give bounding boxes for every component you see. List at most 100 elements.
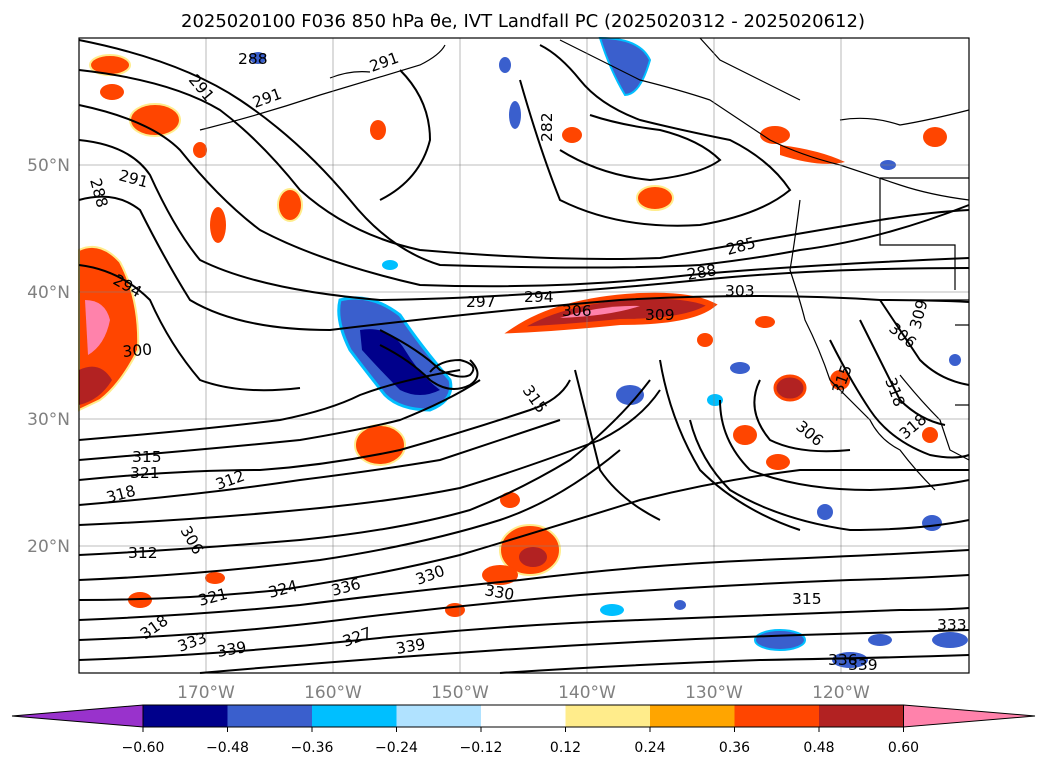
colorbar-tick-label: −0.48 — [206, 740, 249, 756]
positive-region — [210, 207, 226, 243]
latitude-labels: 50°N 40°N 30°N 20°N — [27, 156, 70, 557]
positive-region — [560, 305, 640, 318]
contour-label: 330 — [483, 581, 515, 604]
lon-label: 120°W — [812, 683, 870, 703]
negative-region — [817, 504, 833, 520]
positive-region — [193, 142, 207, 158]
positive-region — [277, 188, 303, 222]
gridlines — [79, 38, 969, 673]
positive-region — [85, 300, 110, 355]
map-border — [78, 37, 970, 674]
positive-region — [500, 492, 520, 508]
positive-region — [79, 366, 112, 405]
colorbar-segment — [227, 705, 312, 727]
positive-region — [760, 126, 790, 144]
negative-region — [598, 36, 652, 97]
negative-region — [949, 354, 961, 366]
colorbar-tick-label: 0.60 — [888, 740, 919, 756]
negative-region — [730, 362, 750, 374]
colorbar-segment — [143, 705, 228, 727]
negative-region — [250, 52, 266, 64]
positive-region — [780, 145, 845, 164]
contour-label: 297 — [466, 293, 496, 311]
positive-region — [519, 547, 547, 567]
colorbar-segment — [565, 705, 650, 727]
contour-label: 306 — [562, 302, 592, 320]
contour-label: 312 — [128, 544, 158, 562]
contour-labels: 288 291 291 291 288 282 291 294 300 297 … — [86, 49, 966, 674]
lat-label: 40°N — [27, 283, 70, 303]
negative-region — [868, 634, 892, 646]
theta-e-contours — [78, 39, 970, 674]
colorbar-tick-label: 0.12 — [550, 740, 581, 756]
contour-label: 294 — [524, 288, 554, 306]
lat-label: 30°N — [27, 410, 70, 430]
negative-region — [509, 101, 521, 129]
positive-region — [923, 127, 947, 147]
lat-label: 20°N — [27, 537, 70, 557]
colorbar-segment — [312, 705, 397, 727]
colorbar-segment — [481, 705, 566, 727]
colorbar-border — [142, 704, 904, 728]
positive-region — [636, 185, 674, 211]
contour-label: 288 — [686, 261, 718, 284]
contour-label: 315 — [132, 448, 162, 466]
contour-label: 339 — [216, 638, 248, 661]
colorbar: −0.60 −0.48 −0.36 −0.24 −0.12 0.12 0.24 … — [11, 704, 1036, 756]
positive-region — [100, 84, 124, 100]
lon-label: 150°W — [431, 683, 489, 703]
colorbar-tick-label: −0.36 — [291, 740, 334, 756]
lon-label: 170°W — [177, 683, 235, 703]
negative-region — [382, 260, 398, 270]
lon-label: 130°W — [685, 683, 743, 703]
positive-region — [733, 425, 757, 445]
positive-region — [773, 374, 807, 402]
negative-region — [707, 394, 723, 406]
lon-label: 140°W — [558, 683, 616, 703]
negative-region — [754, 629, 806, 651]
colorbar-ticks — [142, 727, 904, 732]
contour-label: 282 — [538, 112, 556, 142]
lon-label: 160°W — [304, 683, 362, 703]
map-panel: 288 291 291 291 288 282 291 294 300 297 … — [78, 36, 970, 674]
positive-region — [562, 127, 582, 143]
colorbar-segment — [734, 705, 819, 727]
colorbar-tick-label: 0.36 — [719, 740, 750, 756]
colorbar-segment — [819, 705, 904, 727]
negative-region — [674, 600, 686, 610]
negative-region — [616, 385, 644, 405]
positive-region — [370, 120, 386, 140]
contour-label: 333 — [937, 616, 967, 634]
colorbar-tick-label: −0.60 — [122, 740, 165, 756]
figure-title: 2025020100 F036 850 hPa θe, IVT Landfall… — [181, 11, 865, 32]
positive-region — [205, 572, 225, 584]
positive-region — [482, 565, 518, 585]
positive-region — [755, 316, 775, 328]
contour-label: 303 — [725, 282, 755, 300]
contour-label: 288 — [238, 50, 268, 68]
colorbar-tick-label: −0.24 — [375, 740, 418, 756]
contour-label: 300 — [122, 340, 153, 361]
positive-region — [354, 424, 406, 466]
colorbar-tick-label: −0.12 — [460, 740, 503, 756]
negative-region — [922, 515, 942, 531]
longitude-labels: 170°W 160°W 150°W 140°W 130°W 120°W — [177, 683, 870, 703]
negative-region — [600, 604, 624, 616]
contour-label: 339 — [395, 635, 427, 658]
colorbar-tick-label: 0.24 — [634, 740, 665, 756]
positive-region — [766, 454, 790, 470]
positive-region — [697, 333, 713, 347]
contour-label: 321 — [130, 464, 160, 482]
positive-region — [922, 427, 938, 443]
colorbar-tick-label: 0.48 — [803, 740, 834, 756]
colorbar-extend-low — [11, 704, 144, 728]
colorbar-segment — [396, 705, 481, 727]
lat-label: 50°N — [27, 156, 70, 176]
negative-region — [932, 632, 968, 648]
negative-region — [499, 57, 511, 73]
colorbar-segment — [650, 705, 735, 727]
contour-label: 336 — [828, 651, 858, 669]
colorbar-extend-high — [903, 704, 1036, 728]
contour-label: 339 — [848, 656, 878, 674]
contour-label: 315 — [792, 590, 822, 608]
